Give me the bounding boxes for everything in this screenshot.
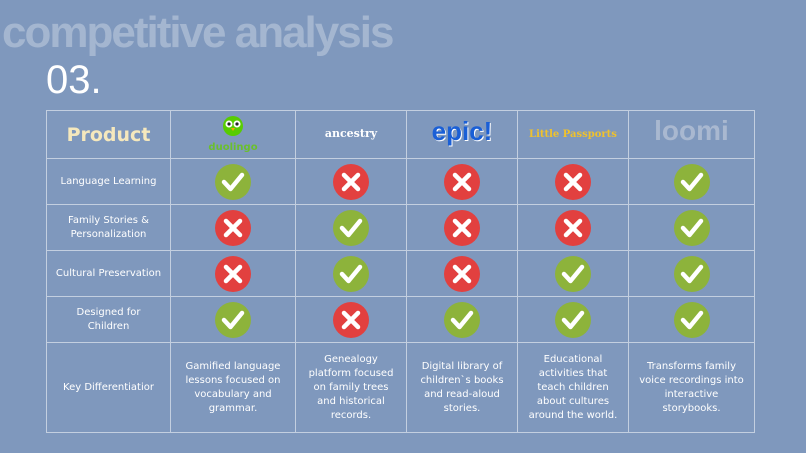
- product-logo: epic!: [431, 116, 493, 146]
- header-cell: Product: [46, 110, 171, 159]
- check-cell: [170, 296, 296, 343]
- check-cell: [170, 158, 296, 205]
- differentiator-text: Digital library of children`s books and …: [406, 342, 518, 433]
- feature-row: Family Stories & Personalization: [46, 204, 755, 251]
- check-cell: [295, 296, 407, 343]
- check-icon: [673, 301, 710, 338]
- check-cell: [517, 158, 629, 205]
- cross-icon: [444, 255, 480, 292]
- product-logo: Little Passports: [529, 128, 617, 140]
- check-cell: [406, 158, 518, 205]
- check-icon: [333, 209, 369, 246]
- cross-icon: [215, 255, 251, 292]
- check-cell: [295, 204, 407, 251]
- cross-icon: [333, 163, 369, 200]
- check-icon: [215, 301, 251, 338]
- check-cell: [406, 296, 518, 343]
- feature-row: Language Learning: [46, 158, 755, 205]
- check-icon: [215, 163, 251, 200]
- check-icon: [555, 255, 591, 292]
- product-logo: loomi: [654, 115, 729, 146]
- check-cell: [628, 204, 755, 251]
- check-cell: [406, 204, 518, 251]
- differentiator-text: Educational activities that teach childr…: [517, 342, 629, 433]
- differentiator-text: Transforms family voice recordings into …: [628, 342, 755, 433]
- check-cell: [628, 158, 755, 205]
- check-icon: [673, 209, 710, 246]
- check-cell: [517, 204, 629, 251]
- cross-icon: [555, 163, 591, 200]
- feature-label: Designed for Children: [46, 296, 171, 343]
- check-cell: [170, 250, 296, 297]
- header-cell: loomi: [628, 110, 755, 159]
- check-cell: [295, 158, 407, 205]
- check-cell: [517, 250, 629, 297]
- differentiator-row: Key Differentiatior Gamified language les…: [46, 342, 755, 433]
- check-icon: [673, 163, 710, 200]
- cross-icon: [444, 209, 480, 246]
- check-icon: [333, 255, 369, 292]
- owl-icon: [223, 116, 243, 136]
- check-icon: [673, 255, 710, 292]
- check-cell: [628, 250, 755, 297]
- cross-icon: [333, 301, 369, 338]
- header-row: Product duolingo ancestry epic! Little Passp…: [46, 110, 755, 159]
- header-cell: duolingo: [170, 110, 296, 159]
- feature-label: Key Differentiatior: [46, 342, 171, 433]
- feature-label: Cultural Preservation: [46, 250, 171, 297]
- feature-row: Cultural Preservation: [46, 250, 755, 297]
- differentiator-text: Genealogy platform focused on family tre…: [295, 342, 407, 433]
- differentiator-text: Gamified language lessons focused on voc…: [170, 342, 296, 433]
- feature-row: Designed for Children: [46, 296, 755, 343]
- cross-icon: [444, 163, 480, 200]
- section-number: 03.: [46, 58, 102, 102]
- header-cell: ancestry: [295, 110, 407, 159]
- check-icon: [444, 301, 480, 338]
- header-cell: Little Passports: [517, 110, 629, 159]
- cross-icon: [215, 209, 251, 246]
- check-cell: [170, 204, 296, 251]
- title: competitive analysis: [2, 8, 394, 57]
- check-cell: [406, 250, 518, 297]
- check-icon: [555, 301, 591, 338]
- feature-label: Language Learning: [46, 158, 171, 205]
- header-cell: epic!: [406, 110, 518, 159]
- comparison-table: Product duolingo ancestry epic! Little Passp…: [46, 110, 755, 433]
- check-cell: [295, 250, 407, 297]
- check-cell: [628, 296, 755, 343]
- check-cell: [517, 296, 629, 343]
- feature-label: Family Stories & Personalization: [46, 204, 171, 251]
- cross-icon: [555, 209, 591, 246]
- product-logo: ancestry: [324, 127, 378, 140]
- product-header: Product: [66, 123, 151, 146]
- product-logo: duolingo: [208, 142, 258, 153]
